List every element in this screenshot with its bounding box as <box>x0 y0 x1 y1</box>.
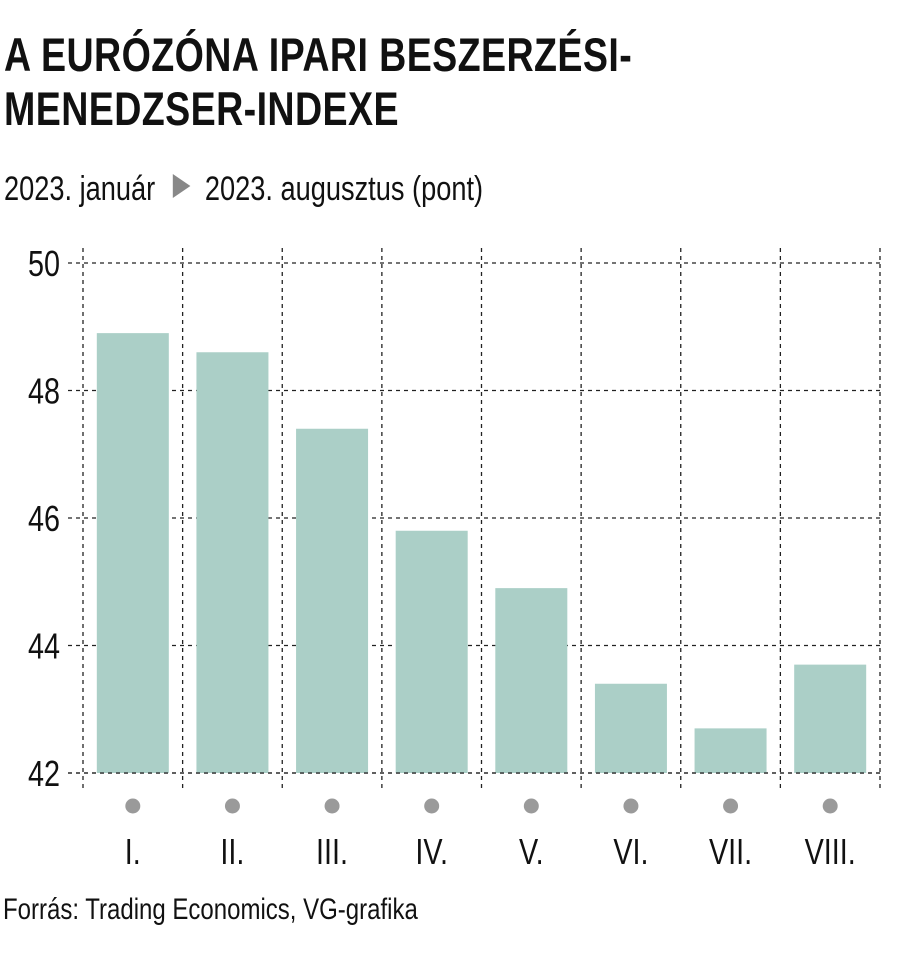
month-dot <box>125 798 141 814</box>
x-tick-label: III. <box>316 831 348 872</box>
month-dot <box>424 798 440 814</box>
x-tick-label: II. <box>220 831 244 872</box>
month-dot <box>224 798 240 814</box>
source-note: Forrás: Trading Economics, VG-grafika <box>3 893 418 926</box>
x-tick-label: IV. <box>415 831 448 872</box>
subtitle-to: 2023. augusztus (pont) <box>204 170 484 208</box>
y-tick-label: 46 <box>28 498 60 539</box>
month-dot <box>822 798 838 814</box>
bar-vii <box>694 728 767 773</box>
x-tick-label: VI. <box>613 831 648 872</box>
bar-iv <box>395 530 468 773</box>
month-dot <box>623 798 639 814</box>
bar-v <box>495 588 568 773</box>
subtitle-from: 2023. január <box>4 170 156 208</box>
y-tick-label: 44 <box>28 625 60 666</box>
y-tick-label: 42 <box>28 753 60 794</box>
bar-vi <box>594 683 667 773</box>
chart-subtitle: 2023. január 2023. augusztus (pont) <box>4 170 483 209</box>
bar-i <box>96 333 169 773</box>
month-dot <box>324 798 340 814</box>
month-dot <box>723 798 739 814</box>
x-tick-label: V. <box>519 831 544 872</box>
y-tick-label: 50 <box>28 243 60 284</box>
month-dot <box>523 798 539 814</box>
x-tick-label: I. <box>125 831 141 872</box>
bar-viii <box>794 664 867 773</box>
play-arrow-icon <box>172 174 191 198</box>
bar-ii <box>196 352 269 773</box>
x-tick-label: VII. <box>709 831 752 872</box>
bar-iii <box>296 428 369 773</box>
y-tick-label: 48 <box>28 370 60 411</box>
chart-title: A EURÓZÓNA IPARI BESZERZÉSI-MENEDZSER-IN… <box>4 28 633 135</box>
x-tick-label: VIII. <box>805 831 856 872</box>
